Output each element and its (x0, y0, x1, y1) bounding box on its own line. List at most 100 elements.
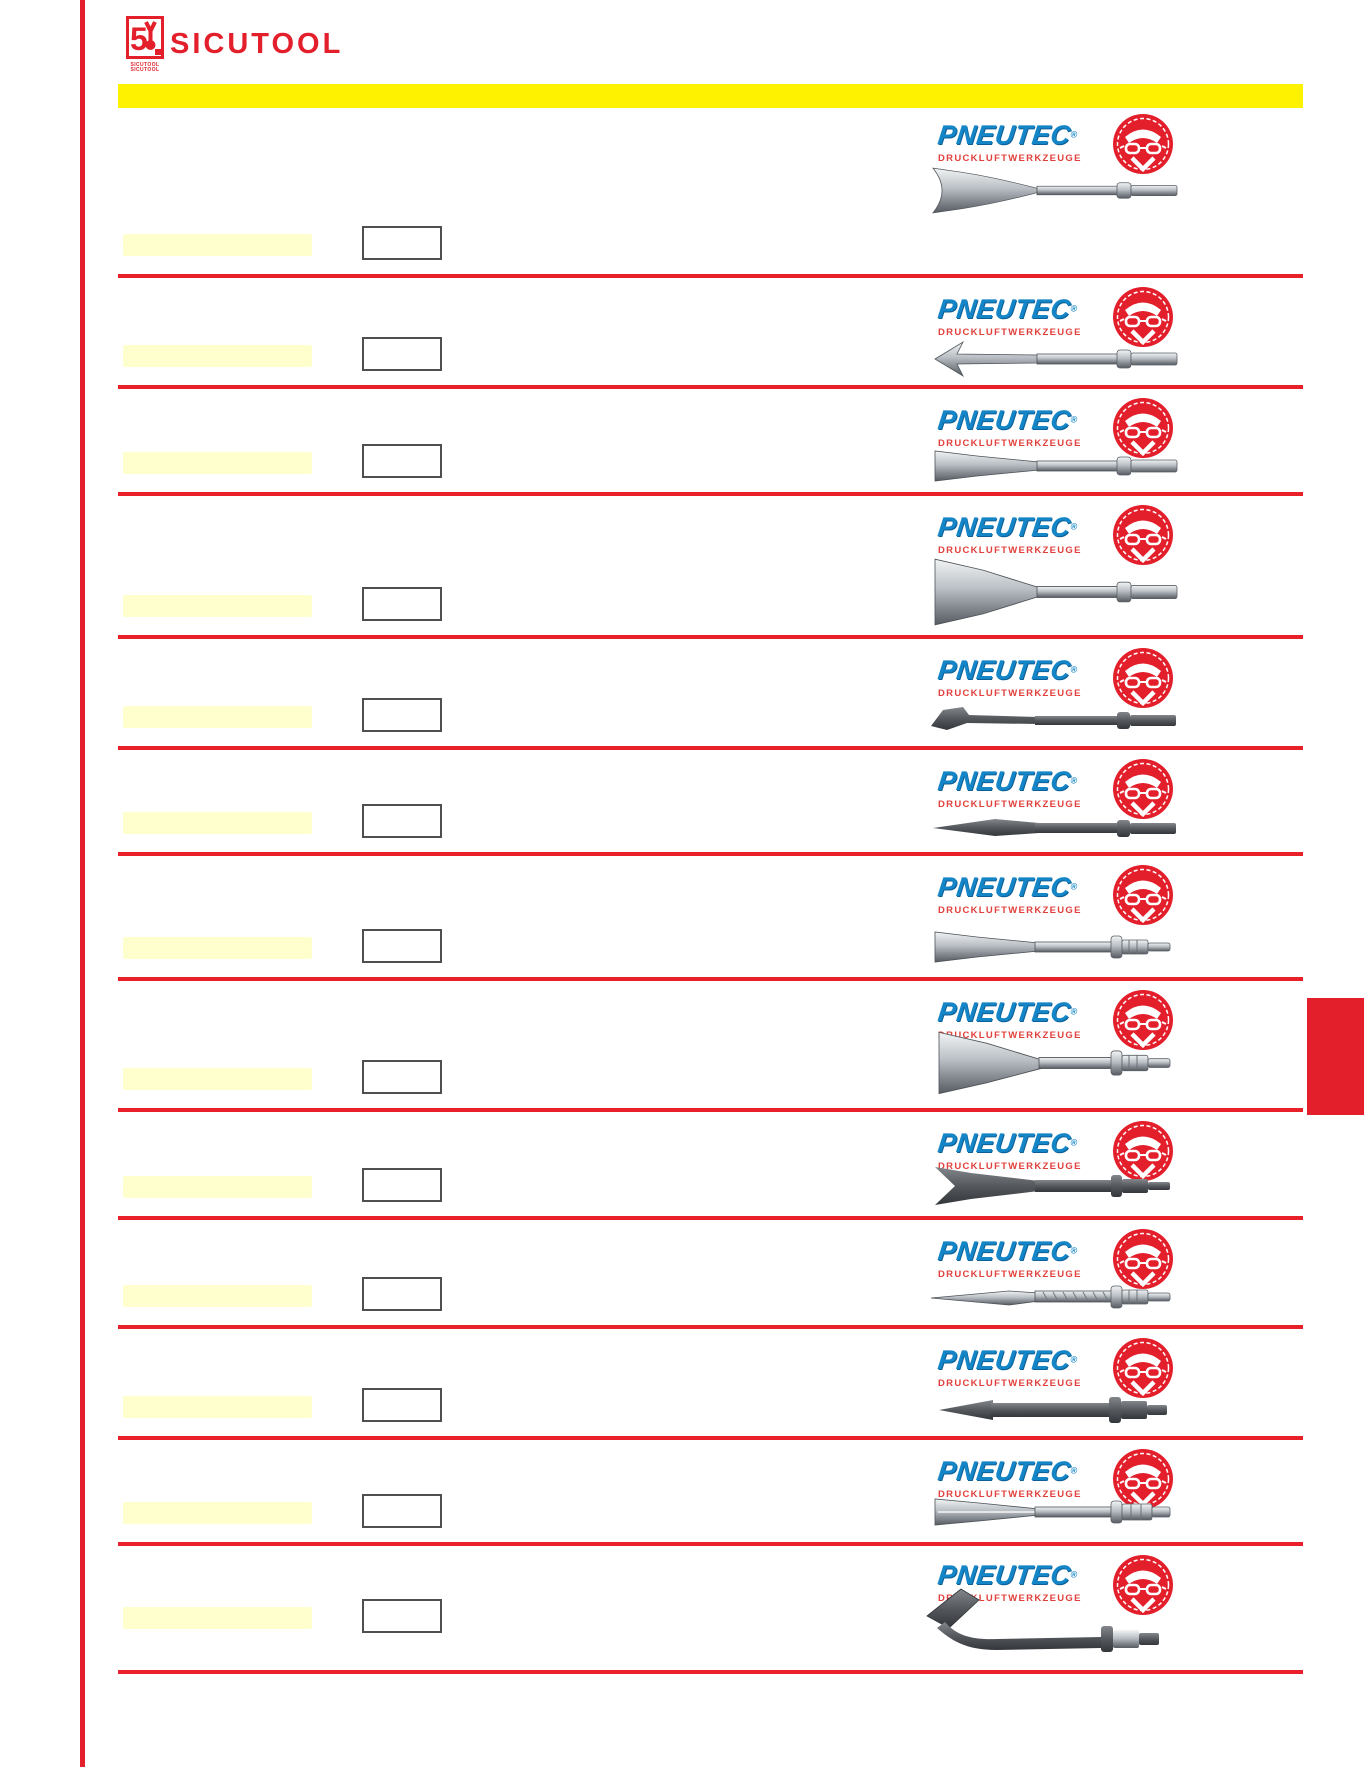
registered-mark: ® (1070, 1006, 1078, 1017)
pneutec-subtitle: DRUCKLUFTWERKZEUGE (938, 1489, 1082, 1500)
registered-mark: ® (1070, 414, 1078, 425)
product-code-highlight (123, 234, 312, 256)
product-code-highlight (123, 595, 312, 617)
pneutec-subtitle: DRUCKLUFTWERKZEUGE (938, 1593, 1082, 1604)
pneutec-logo: PNEUTEC® DRUCKLUFTWERKZEUGE (936, 120, 1098, 164)
pneutec-wordmark: PNEUTEC (936, 294, 1073, 324)
registered-mark: ® (1070, 129, 1078, 140)
logo-caption-line: SICUTOOL (130, 67, 160, 73)
product-row: PNEUTEC® DRUCKLUFTWERKZEUGE (118, 856, 1303, 981)
left-margin-rule (80, 0, 85, 1767)
page-title: SICUTOOL (170, 28, 344, 60)
pneutec-wordmark: PNEUTEC (936, 405, 1073, 435)
product-row: PNEUTEC® DRUCKLUFTWERKZEUGE (118, 981, 1303, 1112)
product-code-highlight (123, 1068, 312, 1090)
price-box (362, 804, 442, 838)
registered-mark: ® (1070, 1569, 1078, 1580)
price-box (362, 698, 442, 732)
tool-photo-bent-scraper (926, 1588, 1160, 1653)
pneutec-subtitle: DRUCKLUFTWERKZEUGE (938, 438, 1082, 449)
pneutec-logo: PNEUTEC® DRUCKLUFTWERKZEUGE (936, 655, 1098, 699)
price-box (362, 1277, 442, 1311)
tool-photo-cone-point-chisel (939, 1397, 1167, 1423)
registered-mark: ® (1070, 521, 1078, 532)
product-code-highlight (123, 452, 312, 474)
registered-mark: ® (1070, 1465, 1078, 1476)
pneutec-wordmark: PNEUTEC (936, 512, 1073, 542)
pneutec-subtitle: DRUCKLUFTWERKZEUGE (938, 1030, 1082, 1041)
registered-mark: ® (1070, 775, 1078, 786)
price-box (362, 226, 442, 260)
price-box (362, 1060, 442, 1094)
price-box (362, 1494, 442, 1528)
pneutec-subtitle: DRUCKLUFTWERKZEUGE (938, 688, 1082, 699)
pneutec-subtitle: DRUCKLUFTWERKZEUGE (938, 1378, 1082, 1389)
registered-mark: ® (1070, 1354, 1078, 1365)
pneutec-logo: PNEUTEC® DRUCKLUFTWERKZEUGE (936, 405, 1098, 449)
tool-photo-wide-spatula-chisel (905, 1028, 1195, 1098)
product-row: PNEUTEC® DRUCKLUFTWERKZEUGE (118, 639, 1303, 750)
product-row: PNEUTEC® DRUCKLUFTWERKZEUGE (118, 278, 1303, 389)
tool-photo-flat-chisel (905, 434, 1195, 498)
price-box (362, 444, 442, 478)
registered-mark: ® (1070, 664, 1078, 675)
tool-photo-needle-point-chisel (905, 1265, 1195, 1329)
pneutec-logo: PNEUTEC® DRUCKLUFTWERKZEUGE (936, 766, 1098, 810)
price-box (362, 1599, 442, 1633)
pneutec-logo: PNEUTEC® DRUCKLUFTWERKZEUGE (936, 294, 1098, 338)
price-box (362, 587, 442, 621)
pneutec-subtitle: DRUCKLUFTWERKZEUGE (938, 1161, 1082, 1172)
tool-photo-claw-fork-chisel (905, 1154, 1195, 1218)
tool-photo-wide-scaling-chisel (905, 557, 1195, 627)
pneutec-logo: PNEUTEC® DRUCKLUFTWERKZEUGE (936, 512, 1098, 556)
pneutec-logo: PNEUTEC® DRUCKLUFTWERKZEUGE (936, 1560, 1098, 1604)
registered-mark: ® (1070, 1137, 1078, 1148)
pneutec-logo: PNEUTEC® DRUCKLUFTWERKZEUGE (936, 1345, 1098, 1389)
product-code-highlight (123, 1607, 312, 1629)
product-code-highlight (123, 937, 312, 959)
tool-photo-pointed-chisel (905, 796, 1195, 860)
product-code-highlight (123, 345, 312, 367)
product-row: PNEUTEC® DRUCKLUFTWERKZEUGE (118, 496, 1303, 639)
svg-text:5: 5 (130, 21, 148, 57)
pneutec-subtitle: DRUCKLUFTWERKZEUGE (938, 905, 1082, 916)
product-row: PNEUTEC® DRUCKLUFTWERKZEUGE (118, 1546, 1303, 1674)
registered-mark: ® (1070, 303, 1078, 314)
pneutec-wordmark: PNEUTEC (936, 766, 1073, 796)
pneutec-wordmark: PNEUTEC (936, 872, 1073, 902)
pneutec-wordmark: PNEUTEC (936, 1236, 1073, 1266)
sicutool-logo-icon: 5 (126, 16, 164, 59)
registered-mark: ® (1070, 881, 1078, 892)
pneutec-subtitle: DRUCKLUFTWERKZEUGE (938, 545, 1082, 556)
product-code-highlight (123, 1502, 312, 1524)
pneutec-wordmark: PNEUTEC (936, 997, 1073, 1027)
product-code-highlight (123, 706, 312, 728)
tool-photo-gouge-chisel (934, 1498, 1171, 1526)
pneutec-logo: PNEUTEC® DRUCKLUFTWERKZEUGE (936, 1128, 1098, 1172)
price-box (362, 337, 442, 371)
tool-photo-flat-chisel-round-shank (905, 915, 1195, 979)
product-code-highlight (123, 1176, 312, 1198)
price-box (362, 929, 442, 963)
pneutec-subtitle: DRUCKLUFTWERKZEUGE (938, 1269, 1082, 1280)
pneutec-logo: PNEUTEC® DRUCKLUFTWERKZEUGE (936, 997, 1098, 1041)
product-row: PNEUTEC® DRUCKLUFTWERKZEUGE (118, 108, 1303, 278)
pneutec-wordmark: PNEUTEC (936, 1345, 1073, 1375)
pneutec-logo: PNEUTEC® DRUCKLUFTWERKZEUGE (936, 872, 1098, 916)
product-row: PNEUTEC® DRUCKLUFTWERKZEUGE (118, 1112, 1303, 1220)
price-box (362, 1168, 442, 1202)
pneutec-wordmark: PNEUTEC (936, 655, 1073, 685)
product-code-highlight (123, 812, 312, 834)
section-header-bar (118, 84, 1303, 108)
product-row: PNEUTEC® DRUCKLUFTWERKZEUGE (118, 389, 1303, 496)
page-edge-tab (1307, 998, 1364, 1115)
product-row: PNEUTEC® DRUCKLUFTWERKZEUGE (118, 1329, 1303, 1440)
pneutec-subtitle: DRUCKLUFTWERKZEUGE (938, 799, 1082, 810)
registered-mark: ® (1070, 1245, 1078, 1256)
product-row: PNEUTEC® DRUCKLUFTWERKZEUGE (118, 750, 1303, 856)
pneutec-subtitle: DRUCKLUFTWERKZEUGE (938, 327, 1082, 338)
product-code-highlight (123, 1285, 312, 1307)
pneutec-wordmark: PNEUTEC (936, 120, 1073, 150)
price-box (362, 1388, 442, 1422)
